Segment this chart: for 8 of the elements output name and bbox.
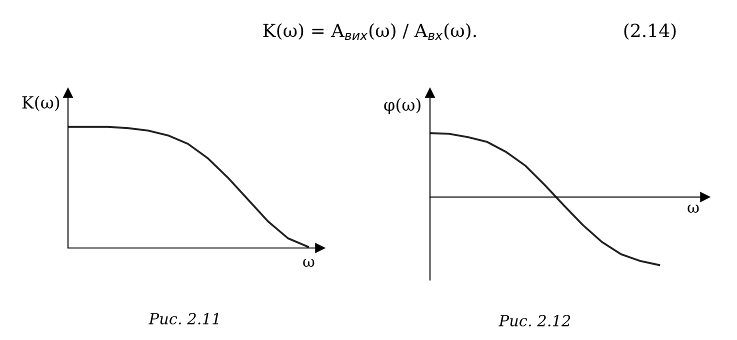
x-axis-title: ω: [303, 258, 314, 267]
x-axis-title: ω: [688, 204, 699, 213]
text: K(ω) = A$_{вих}$(ω) / A$_{вх}$(ω).: [263, 23, 476, 40]
text: Рис. 2.11: [148, 312, 218, 324]
text: (2.14): [624, 23, 676, 40]
y-axis-title: K(ω): [22, 96, 60, 112]
text: Рис. 2.12: [498, 314, 570, 326]
y-axis-title: φ(ω): [384, 98, 420, 114]
